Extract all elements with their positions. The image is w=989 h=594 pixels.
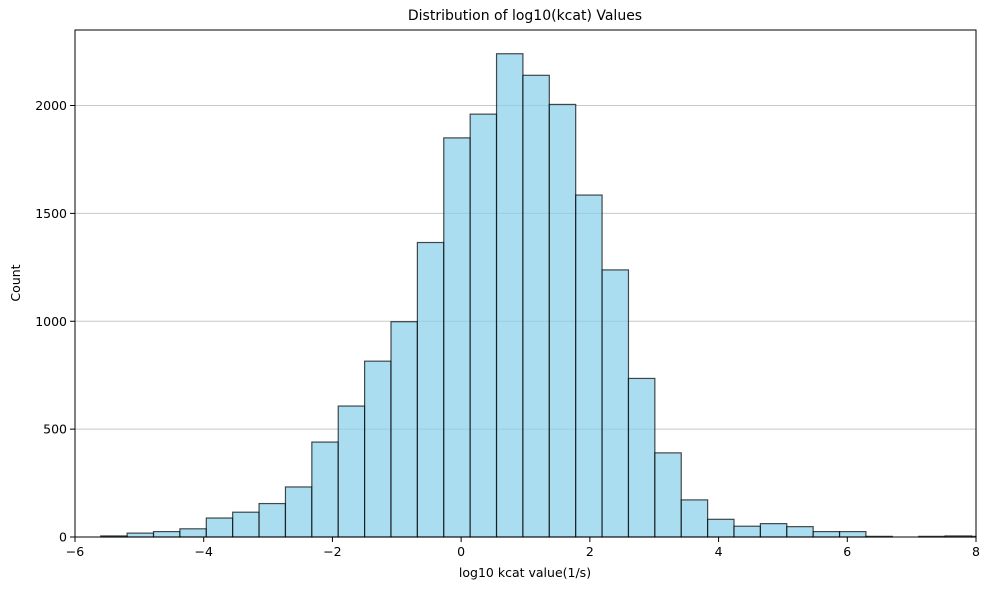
histogram-bar <box>680 499 709 538</box>
plot-frame <box>74 29 977 538</box>
x-tick-label: −2 <box>323 544 341 559</box>
x-axis-ticks: −6 −4 −2 0 2 4 6 8 <box>66 537 980 559</box>
histogram-bar <box>522 74 550 538</box>
x-tick-label: 0 <box>457 544 465 559</box>
histogram-bar <box>337 405 366 538</box>
histogram-bar <box>707 518 735 538</box>
x-tick-label: 2 <box>586 544 594 559</box>
histogram-bar <box>759 523 788 538</box>
y-axis-label: Count <box>8 264 23 301</box>
histogram-bar <box>548 103 577 538</box>
histogram-bar <box>733 525 762 538</box>
x-tick-label: 6 <box>843 544 851 559</box>
histogram-bar <box>232 511 260 538</box>
histogram-bars <box>100 53 977 538</box>
x-tick-label: −4 <box>194 544 212 559</box>
histogram-bar <box>284 486 313 538</box>
y-tick-label: 500 <box>43 422 67 437</box>
histogram-bar <box>812 531 841 538</box>
histogram-bar <box>838 531 867 538</box>
histogram-bar <box>575 194 603 538</box>
histogram-bar <box>495 53 524 538</box>
histogram-bar <box>654 452 682 538</box>
x-tick-label: 8 <box>972 544 980 559</box>
histogram-bar <box>205 517 234 538</box>
y-axis-ticks: 0 500 1000 1500 2000 <box>35 98 75 545</box>
y-tick-label: 2000 <box>35 98 67 113</box>
histogram-bar <box>311 441 339 538</box>
y-tick-label: 1500 <box>35 206 67 221</box>
histogram-bar <box>258 502 287 538</box>
x-tick-label: −6 <box>66 544 84 559</box>
y-tick-label: 1000 <box>35 314 67 329</box>
histogram-bar <box>627 377 656 538</box>
histogram-bar <box>416 241 445 538</box>
x-tick-label: 4 <box>715 544 723 559</box>
histogram-bar <box>601 269 630 538</box>
histogram-bar <box>443 137 471 538</box>
histogram-bar <box>469 113 498 538</box>
y-tick-label: 0 <box>59 530 67 545</box>
histogram-bar <box>126 532 155 538</box>
histogram-bar <box>390 321 418 538</box>
histogram-bar <box>786 526 814 538</box>
histogram-bar <box>152 531 181 538</box>
chart-title: Distribution of log10(kcat) Values <box>408 8 642 24</box>
histogram-bar <box>364 360 392 538</box>
x-axis-label: log10 kcat value(1/s) <box>459 565 591 580</box>
histogram-bar <box>179 528 207 538</box>
